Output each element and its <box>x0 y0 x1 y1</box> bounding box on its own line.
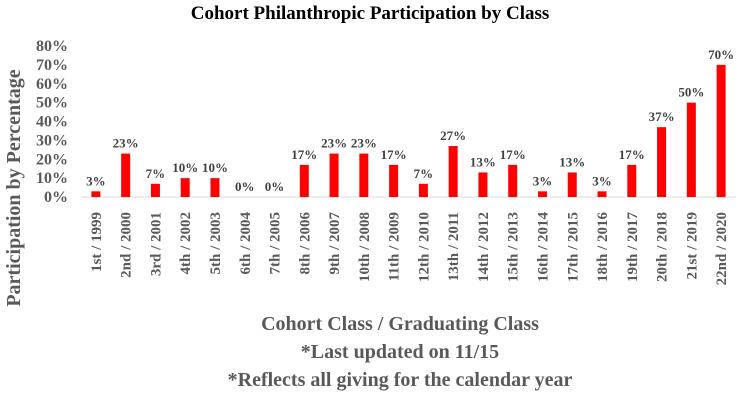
bar <box>567 172 577 197</box>
data-label: 70% <box>708 47 734 62</box>
category-label: 8th / 2006 <box>297 212 313 275</box>
y-tick-label: 30% <box>36 132 68 149</box>
y-tick-label: 40% <box>36 114 68 131</box>
data-label: 10% <box>202 160 228 175</box>
y-tick-label: 50% <box>36 95 68 112</box>
data-label: 17% <box>291 147 317 162</box>
bar <box>657 127 667 197</box>
category-label: 21st / 2019 <box>684 212 700 280</box>
y-axis-ticks: 0% 10% 20% 30%40% 50% 60% 70% 80% <box>36 38 68 206</box>
data-label: 27% <box>440 128 466 143</box>
category-label: 20th / 2018 <box>655 212 671 282</box>
category-label: 7th / 2005 <box>268 212 284 275</box>
category-label: 4th / 2002 <box>178 212 194 275</box>
bar <box>716 64 726 197</box>
data-label: 13% <box>470 154 496 169</box>
giving-note: *Reflects all giving for the calendar ye… <box>227 369 573 391</box>
category-label: 2nd / 2000 <box>119 212 135 278</box>
data-label: 0% <box>265 179 285 194</box>
category-label: 18th / 2016 <box>595 212 611 283</box>
data-label: 13% <box>559 154 585 169</box>
category-labels: 1st / 1999 2nd / 2000 3rd / 2001 4th / 2002… <box>89 212 730 286</box>
category-label: 16th / 2014 <box>535 212 551 283</box>
data-label: 17% <box>381 147 407 162</box>
chart-title: Cohort Philanthropic Participation by Cl… <box>190 3 550 24</box>
data-label: 7% <box>414 166 434 181</box>
bar <box>686 102 696 197</box>
bar <box>508 164 518 197</box>
bar <box>210 178 220 197</box>
bar <box>478 172 488 197</box>
category-label: 22nd / 2020 <box>714 212 730 285</box>
x-axis-label: Cohort Class / Graduating Class <box>261 313 539 335</box>
category-label: 15th / 2013 <box>506 212 522 282</box>
y-tick-label: 80% <box>36 38 68 55</box>
bar <box>389 164 399 197</box>
category-label: 6th / 2004 <box>238 212 254 275</box>
category-label: 11th / 2009 <box>387 212 403 281</box>
category-label: 9th / 2007 <box>327 212 343 275</box>
y-tick-label: 20% <box>36 151 68 168</box>
data-label: 23% <box>113 136 139 151</box>
update-note: *Last updated on 11/15 <box>300 341 500 363</box>
category-label: 1st / 1999 <box>89 212 105 272</box>
data-label: 10% <box>172 160 198 175</box>
y-tick-label: 60% <box>36 76 68 93</box>
data-label: 7% <box>146 166 166 181</box>
category-label: 3rd / 2001 <box>148 212 164 276</box>
category-label: 5th / 2003 <box>208 212 224 275</box>
data-labels: 3% 23% 7% 10% 10% 0% 0% 17% 23% 23% 17% 7% 27% 13% 17%… <box>86 47 734 194</box>
bar <box>150 183 160 197</box>
data-label: 17% <box>500 147 526 162</box>
y-tick-label: 0% <box>44 189 68 206</box>
bar <box>418 183 428 197</box>
bar <box>448 146 458 197</box>
data-label: 17% <box>619 147 645 162</box>
bar <box>180 178 190 197</box>
category-label: 12th / 2010 <box>416 212 432 282</box>
y-tick-label: 70% <box>36 57 68 74</box>
bar <box>359 153 369 197</box>
data-label: 3% <box>86 173 106 188</box>
bar <box>627 164 637 197</box>
y-axis-label: Participation by Percentage <box>3 69 25 306</box>
category-label: 10th / 2008 <box>357 212 373 282</box>
bar <box>299 164 309 197</box>
data-label: 23% <box>351 136 377 151</box>
data-label: 37% <box>649 109 675 124</box>
y-tick-label: 10% <box>36 170 68 187</box>
data-label: 23% <box>321 136 347 151</box>
data-label: 0% <box>235 179 255 194</box>
bars <box>91 64 726 197</box>
data-label: 3% <box>533 173 553 188</box>
category-label: 19th / 2017 <box>625 212 641 283</box>
bar <box>329 153 339 197</box>
data-label: 3% <box>592 173 612 188</box>
bar <box>121 153 131 197</box>
bar <box>537 191 547 197</box>
data-label: 50% <box>678 85 704 100</box>
category-label: 13th / 2011 <box>446 212 462 281</box>
category-label: 17th / 2015 <box>565 212 581 282</box>
bar <box>597 191 607 197</box>
category-label: 14th / 2012 <box>476 212 492 282</box>
bar <box>91 191 101 197</box>
